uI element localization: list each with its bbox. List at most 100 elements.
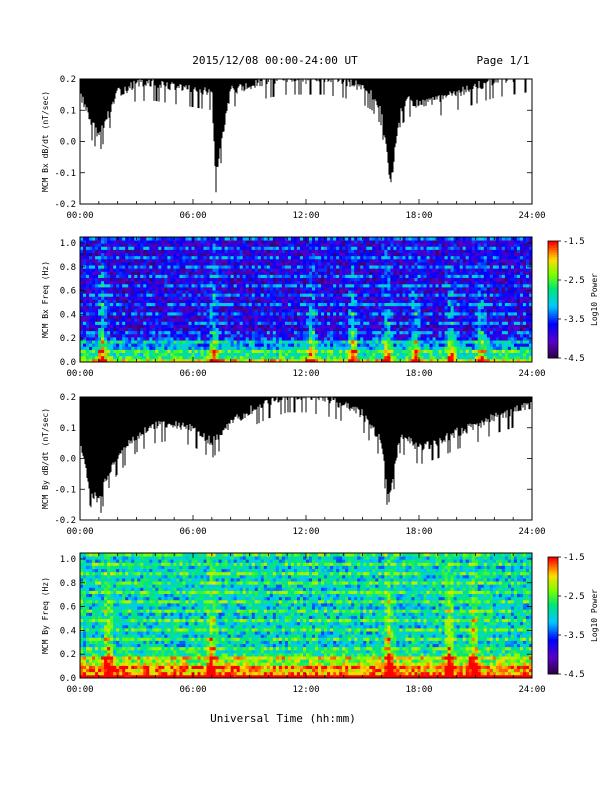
heatmap-cell (369, 350, 372, 354)
heatmap-cell (375, 312, 378, 316)
heatmap-cell (390, 356, 393, 360)
heatmap-cell (294, 237, 297, 241)
heatmap-cell (182, 337, 185, 341)
heatmap-cell (231, 275, 234, 279)
heatmap-cell (155, 331, 158, 335)
heatmap-cell (369, 343, 372, 347)
heatmap-cell (231, 284, 234, 288)
heatmap-cell (258, 256, 261, 260)
heatmap-cell (445, 356, 448, 360)
heatmap-cell (318, 253, 321, 257)
heatmap-cell (237, 309, 240, 313)
heatmap-cell (198, 237, 201, 241)
heatmap-cell (421, 293, 424, 297)
heatmap-cell (363, 353, 366, 357)
heatmap-cell (372, 343, 375, 347)
heatmap-cell (402, 312, 405, 316)
heatmap-cell (89, 337, 92, 341)
heatmap-cell (405, 259, 408, 263)
heatmap-cell (252, 337, 255, 341)
heatmap-cell (92, 318, 95, 322)
heatmap-cell (101, 240, 104, 244)
heatmap-cell (405, 321, 408, 325)
heatmap-cell (417, 334, 420, 338)
heatmap-cell (152, 303, 155, 307)
heatmap-cell (80, 331, 83, 335)
heatmap-cell (375, 334, 378, 338)
heatmap-cell (176, 312, 179, 316)
heatmap-cell (342, 281, 345, 285)
heatmap-cell (134, 303, 137, 307)
heatmap-cell (339, 287, 342, 291)
heatmap-cell (414, 268, 417, 272)
heatmap-cell (213, 328, 216, 332)
heatmap-cell (146, 293, 149, 297)
heatmap-cell (228, 340, 231, 344)
heatmap-cell (318, 262, 321, 266)
heatmap-cell (396, 334, 399, 338)
heatmap-cell (357, 356, 360, 360)
heatmap-cell (101, 237, 104, 241)
heatmap-cell (155, 350, 158, 354)
heatmap-cell (297, 259, 300, 263)
heatmap-cell (264, 253, 267, 257)
heatmap-cell (152, 331, 155, 335)
heatmap-cell (83, 275, 86, 279)
heatmap-cell (393, 284, 396, 288)
heatmap-cell (357, 296, 360, 300)
heatmap-cell (357, 334, 360, 338)
heatmap-cell (291, 278, 294, 282)
heatmap-cell (363, 306, 366, 310)
heatmap-cell (375, 262, 378, 266)
heatmap-cell (324, 353, 327, 357)
heatmap-cell (195, 284, 198, 288)
heatmap-cell (179, 331, 182, 335)
heatmap-cell (445, 303, 448, 307)
heatmap-cell (198, 243, 201, 247)
heatmap-cell (399, 265, 402, 269)
heatmap-cell (176, 356, 179, 360)
heatmap-cell (170, 306, 173, 310)
heatmap-cell (276, 275, 279, 279)
heatmap-cell (270, 271, 273, 275)
heatmap-cell (291, 237, 294, 241)
heatmap-cell (240, 306, 243, 310)
heatmap-cell (83, 284, 86, 288)
heatmap-cell (140, 356, 143, 360)
heatmap-cell (291, 318, 294, 322)
heatmap-cell (390, 303, 393, 307)
heatmap-cell (369, 300, 372, 304)
heatmap-cell (116, 278, 119, 282)
heatmap-cell (433, 293, 436, 297)
heatmap-cell (201, 278, 204, 282)
heatmap-cell (219, 253, 222, 257)
heatmap-cell (276, 290, 279, 294)
heatmap-cell (234, 300, 237, 304)
heatmap-cell (158, 246, 161, 250)
heatmap-cell (149, 259, 152, 263)
heatmap-cell (276, 253, 279, 257)
heatmap-cell (291, 300, 294, 304)
heatmap-cell (417, 331, 420, 335)
heatmap-cell (149, 325, 152, 329)
heatmap-cell (424, 340, 427, 344)
heatmap-cell (195, 256, 198, 260)
heatmap-cell (195, 318, 198, 322)
heatmap-cell (95, 303, 98, 307)
heatmap-cell (210, 275, 213, 279)
heatmap-cell (399, 256, 402, 260)
heatmap-cell (128, 340, 131, 344)
heatmap-cell (104, 300, 107, 304)
heatmap-cell (104, 271, 107, 275)
heatmap-cell (185, 281, 188, 285)
heatmap-cell (384, 290, 387, 294)
heatmap-cell (228, 296, 231, 300)
heatmap-cell (164, 300, 167, 304)
heatmap-cell (240, 284, 243, 288)
heatmap-cell (366, 356, 369, 360)
heatmap-cell (288, 346, 291, 350)
heatmap-cell (267, 315, 270, 319)
heatmap-cell (179, 262, 182, 266)
heatmap-cell (430, 303, 433, 307)
heatmap-cell (140, 306, 143, 310)
